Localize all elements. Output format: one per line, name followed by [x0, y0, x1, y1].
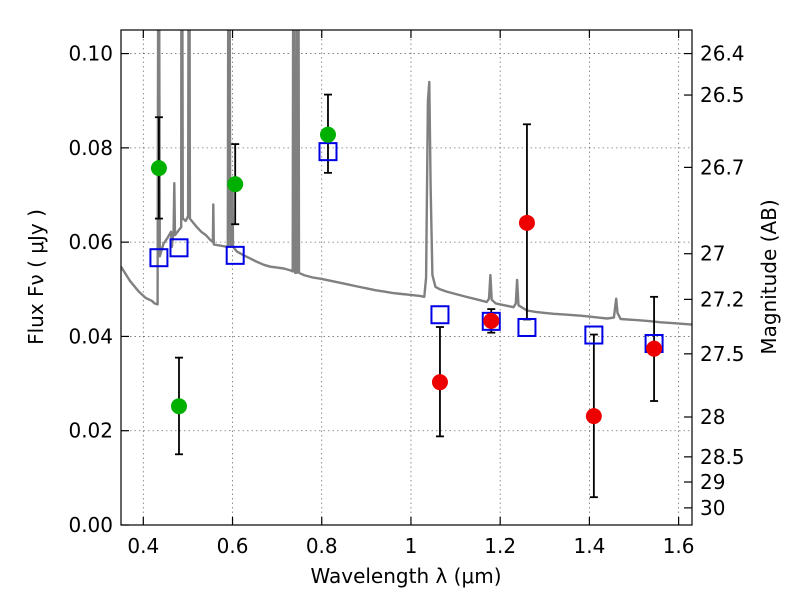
y-tick-label: 0.02: [68, 419, 113, 443]
spectrum-line: [121, 30, 692, 326]
grid: [121, 30, 692, 526]
plot-frame: [120, 29, 693, 526]
plot-background: [121, 30, 692, 525]
model-point: [149, 248, 169, 268]
y-axis-title: Flux Fν ( μJy ): [24, 209, 48, 345]
x-axis-title: Wavelength λ (μm): [310, 564, 501, 588]
mag-tick-label: 28.5: [700, 445, 745, 469]
model-point: [517, 317, 537, 337]
mag-tick-label: 27.5: [700, 342, 745, 366]
y-tick-label: 0.00: [68, 513, 113, 537]
observed-point: [170, 398, 187, 415]
mag-tick-label: 27.2: [700, 287, 745, 311]
x-tick-label: 0.8: [306, 534, 338, 558]
model-spectrum: [121, 30, 692, 326]
mag-tick-label: 30: [700, 496, 725, 520]
observed-point: [227, 176, 244, 193]
mag-tick-label: 26.7: [700, 155, 745, 179]
observed-point: [585, 408, 602, 425]
y-tick-label: 0.08: [68, 136, 113, 160]
x-tick-label: 1: [405, 534, 418, 558]
model-point: [225, 245, 245, 265]
model-point: [584, 325, 604, 345]
x-tick-label: 0.4: [127, 534, 159, 558]
mag-tick-label: 26.4: [700, 42, 745, 66]
observed-point: [646, 340, 663, 357]
axis-ticks: 0.4 0.6 0.8 1 1.2 1.4 1.6 0.00 0.02 0.04 0.06 0.08 0…: [68, 30, 745, 558]
y-tick-label: 0.06: [68, 230, 113, 254]
observed-point: [518, 214, 535, 231]
mag-tick-label: 28: [700, 405, 725, 429]
mag-tick-label: 26.5: [700, 83, 745, 107]
observed-point: [319, 126, 336, 143]
y-tick-label: 0.04: [68, 324, 113, 348]
y-axis-right-title: Magnitude (AB): [757, 199, 781, 354]
observed-point: [431, 374, 448, 391]
x-tick-label: 1.6: [663, 534, 695, 558]
observed-point: [483, 312, 500, 329]
model-point: [169, 238, 189, 258]
model-point: [318, 142, 338, 162]
x-tick-label: 0.6: [217, 534, 249, 558]
model-point: [481, 311, 501, 331]
mag-tick-label: 27: [700, 242, 725, 266]
x-tick-label: 1.2: [484, 534, 516, 558]
model-photometry: [149, 142, 664, 353]
x-tick-label: 1.4: [573, 534, 605, 558]
mag-tick-label: 29: [700, 470, 725, 494]
y-tick-label: 0.10: [68, 42, 113, 66]
model-point: [430, 305, 450, 325]
observed-photometry: [150, 126, 663, 425]
observed-point: [150, 160, 167, 177]
